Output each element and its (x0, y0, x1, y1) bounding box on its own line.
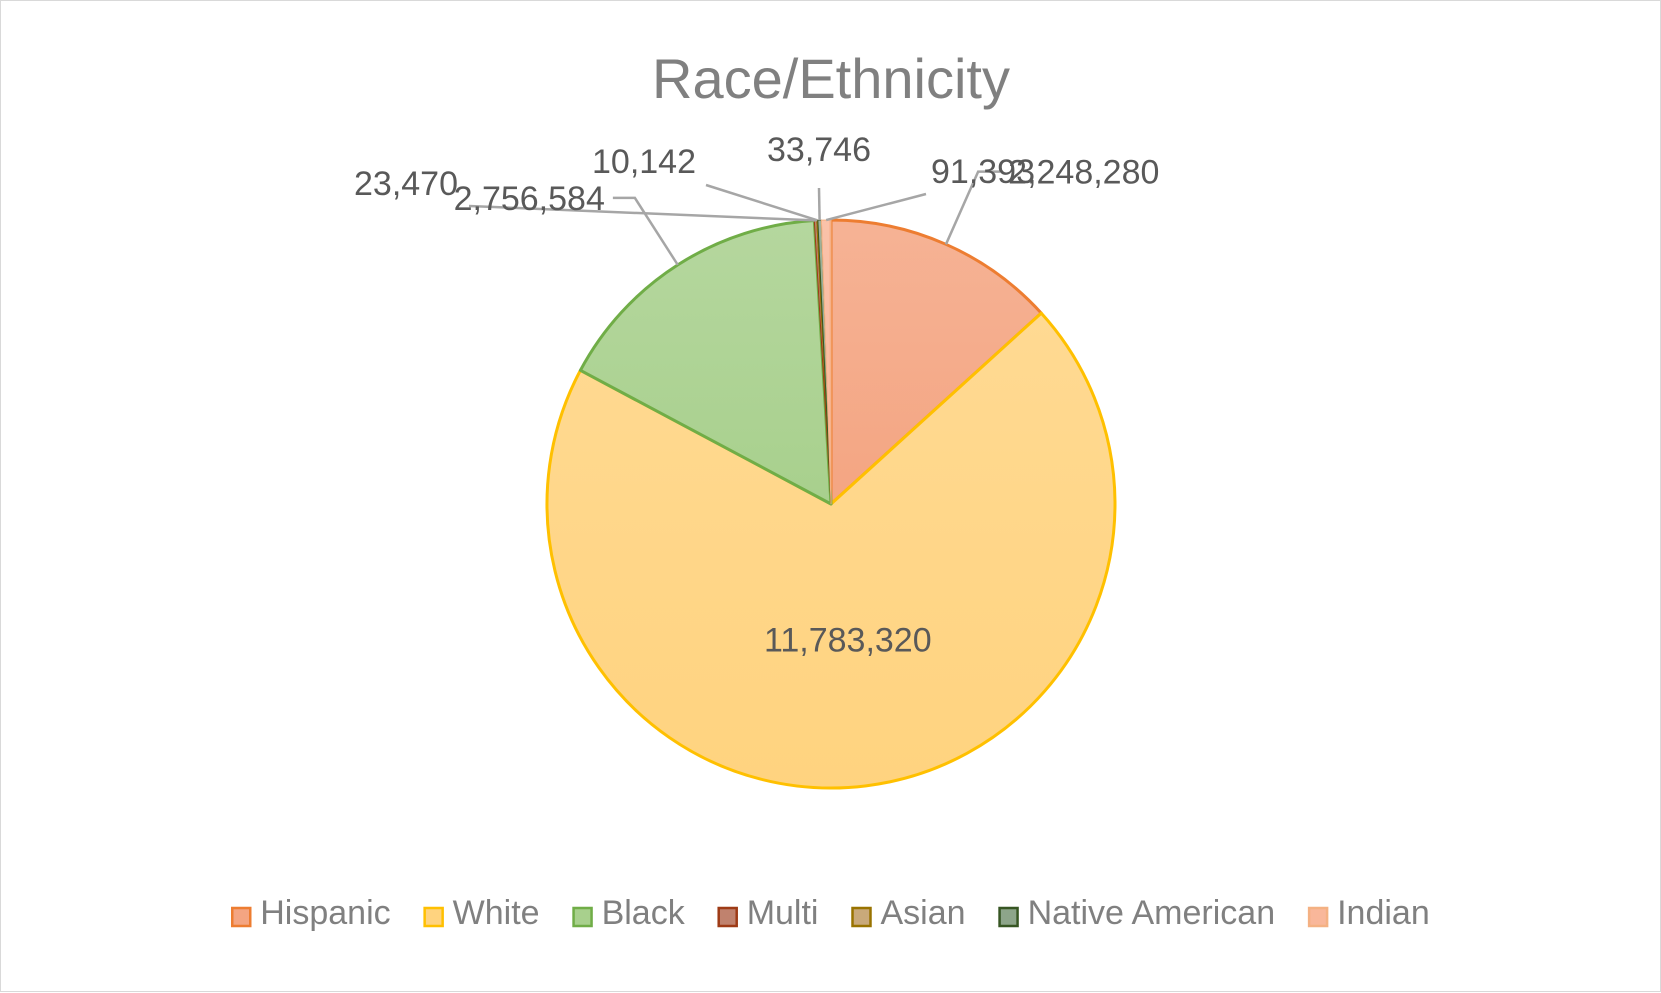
legend-swatch-hispanic (231, 906, 252, 928)
legend-item-asian: Asian (851, 894, 966, 932)
legend-label-multi: Multi (747, 894, 819, 932)
leader-line-indian (825, 192, 927, 222)
data-label-native-american: 33,746 (767, 131, 871, 169)
pie-slices (545, 218, 1117, 790)
legend-swatch-multi (717, 906, 738, 928)
chart-title: Race/Ethnicity (652, 47, 1010, 110)
legend-swatch-indian (1307, 906, 1329, 928)
legend-swatch-native-american (998, 906, 1019, 928)
legend-item-white: White (423, 894, 540, 932)
legend-item-black: Black (572, 894, 686, 932)
legend-swatch-asian (851, 906, 872, 928)
leader-line-asian (705, 183, 818, 222)
legend-label-hispanic: Hispanic (260, 894, 390, 932)
data-label-hispanic: 2,248,280 (1008, 154, 1159, 192)
legend-swatch-black (572, 906, 593, 928)
legend-item-multi: Multi (717, 894, 819, 932)
legend-item-hispanic: Hispanic (231, 894, 391, 932)
data-label-white: 11,783,320 (764, 621, 932, 659)
legend: Hispanic White Black Multi Asian Native Ameri… (231, 894, 1430, 932)
slice-white (545, 311, 1117, 790)
leader-line-native-american (817, 187, 821, 221)
legend-label-indian: Indian (1337, 894, 1430, 932)
leader-line-black (612, 196, 679, 266)
data-label-indian: 91,393 (931, 153, 1035, 191)
legend-label-native-american: Native American (1028, 894, 1276, 932)
leader-lines (468, 170, 1001, 266)
data-label-multi: 23,470 (354, 165, 458, 203)
legend-item-indian: Indian (1307, 894, 1430, 932)
legend-item-native-american: Native American (998, 894, 1276, 932)
legend-swatch-white (423, 906, 444, 928)
leader-line-hispanic (944, 170, 1001, 245)
legend-label-white: White (453, 894, 540, 932)
leader-line-multi (468, 204, 816, 222)
data-label-black: 2,756,584 (454, 180, 605, 218)
legend-label-black: Black (602, 894, 686, 932)
slice-black (578, 218, 833, 506)
data-label-asian: 10,142 (592, 143, 696, 181)
legend-label-asian: Asian (881, 894, 966, 932)
slice-hispanic (829, 218, 1043, 506)
